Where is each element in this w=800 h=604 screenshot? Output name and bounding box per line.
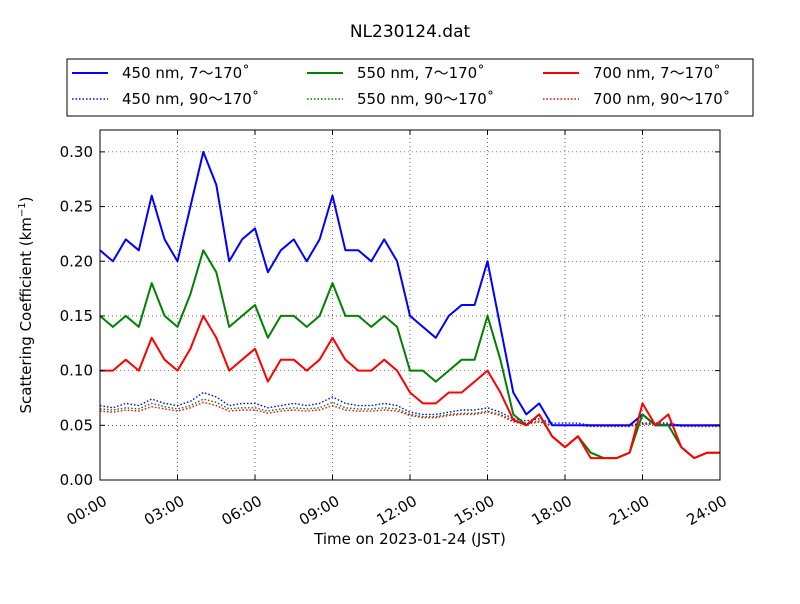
x-tick-label: 06:00 — [219, 492, 265, 529]
series-line-1 — [99, 391, 720, 426]
series-line-4 — [100, 314, 720, 460]
series-line-5 — [99, 401, 720, 428]
y-tick-label: 0.00 — [60, 471, 93, 489]
y-tick-label: 0.05 — [60, 416, 93, 434]
legend-label-4: 700 nm, 7～170˚ — [593, 64, 721, 82]
y-tick-label: 0.20 — [60, 252, 93, 270]
y-tick-label: 0.10 — [60, 362, 93, 380]
y-tick-label: 0.30 — [60, 143, 93, 161]
x-axis-label: Time on 2023-01-24 (JST) — [313, 530, 506, 548]
ticks: 00:00 03:00 06:00 09:00 12:00 15:00 18:00 21:00… — [60, 130, 730, 529]
legend-label-1: 450 nm, 90～170˚ — [122, 90, 259, 108]
x-tick-label: 18:00 — [529, 492, 575, 529]
x-tick-label: 24:00 — [684, 492, 730, 529]
x-tick-label: 03:00 — [141, 492, 187, 529]
y-axis-label-sup: −1 — [17, 202, 28, 217]
y-tick-label: 0.15 — [60, 307, 93, 325]
legend: 450 nm, 7～170˚ 450 nm, 90～170˚ 550 nm, 7～1… — [66, 58, 754, 117]
y-axis-label: Scattering Coefficient (km−1) — [17, 196, 35, 413]
legend-label-0: 450 nm, 7～170˚ — [122, 64, 250, 82]
x-tick-label: 00:00 — [64, 492, 110, 529]
y-tick-label: 0.25 — [60, 198, 93, 216]
y-axis-label-close: ) — [17, 196, 35, 202]
plot-frame — [99, 129, 721, 481]
y-axis-label-main: Scattering Coefficient (km — [17, 217, 35, 413]
series-line-0 — [99, 150, 720, 427]
grid — [100, 130, 720, 480]
x-tick-label: 12:00 — [374, 492, 420, 529]
chart-title: NL230124.dat — [350, 22, 471, 42]
series-layer — [99, 150, 720, 460]
legend-label-3: 550 nm, 90～170˚ — [357, 90, 494, 108]
x-tick-label: 15:00 — [451, 492, 497, 529]
x-tick-label: 09:00 — [296, 492, 342, 529]
legend-label-2: 550 nm, 7～170˚ — [357, 64, 485, 82]
legend-label-5: 700 nm, 90～170˚ — [593, 90, 730, 108]
legend-frame — [66, 58, 754, 117]
x-tick-label: 21:00 — [606, 492, 652, 529]
